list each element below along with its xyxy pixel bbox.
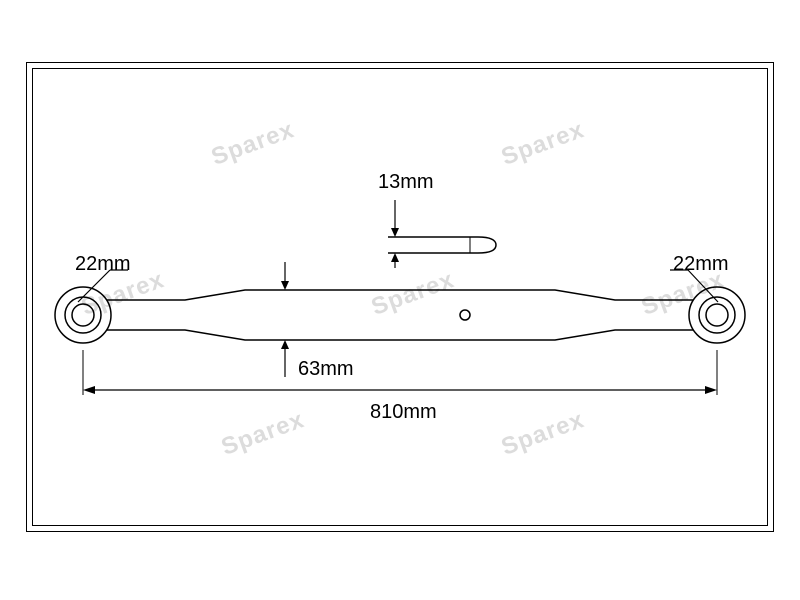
label-thickness: 13mm [378,171,434,194]
cross-section-view [388,225,508,265]
thickness-dimension-arrows [385,190,405,270]
label-bar-width: 63mm [298,358,354,381]
label-length: 810mm [370,401,437,424]
link-arm-main [45,275,755,355]
label-ball-right: 22mm [673,253,729,276]
label-ball-left: 22mm [75,253,131,276]
